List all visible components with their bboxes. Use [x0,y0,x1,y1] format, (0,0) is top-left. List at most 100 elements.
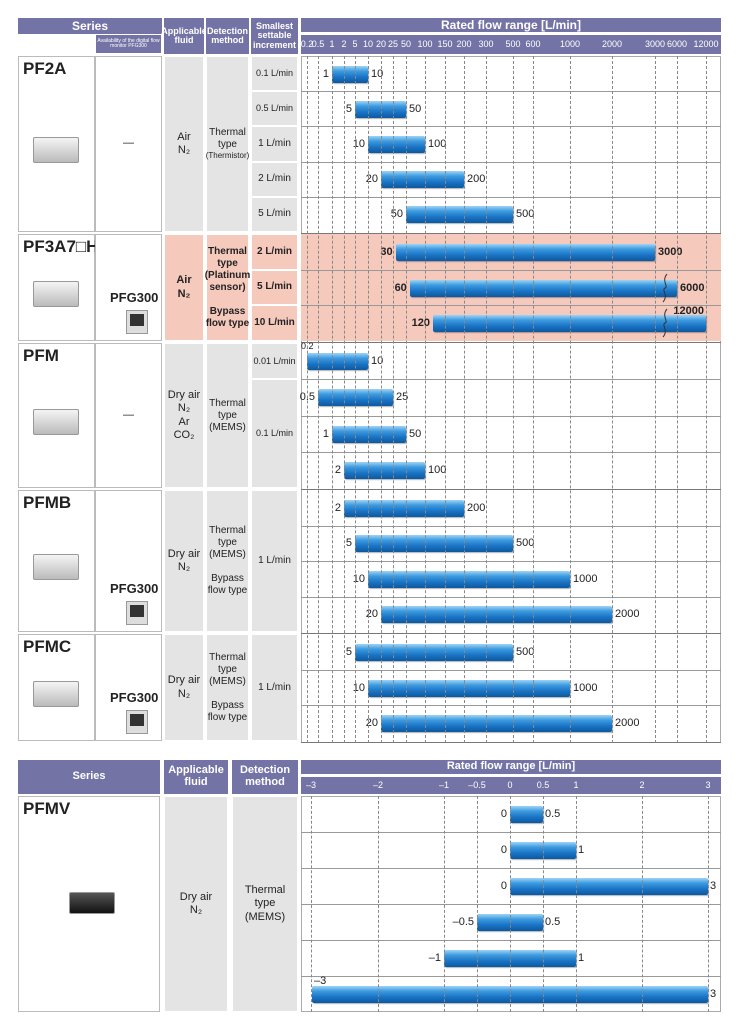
range-max-label: 100 [428,138,447,150]
range-max-label: 100 [428,463,447,476]
range-max-label: 6000 [680,281,705,294]
range-max-label: 500 [516,645,535,658]
axis-tick-label: 20 [375,39,387,49]
axis-tick-label: 150 [437,39,453,49]
header-range-label: Rated flow range [L/min] [440,17,581,32]
bottom-axis-tick-label: –0.5 [468,780,486,790]
range-bar [409,279,677,297]
axis-tick-label: 100 [417,39,433,49]
range-min-label: 120 [411,317,430,330]
row-divider [301,868,721,869]
row-divider [301,940,721,941]
series-divider [301,233,721,234]
pfg300-cell: — [95,343,162,488]
fluid-cell: Dry air N₂ [164,490,204,632]
pfg300-cell: PFG300 [95,634,162,741]
bottom-header-fluid-label: Applicable fluid [168,764,224,788]
axis-tick-label: 2000 [601,39,623,49]
grid-line [332,56,333,743]
header-fluid-label: Applicable fluid [161,25,207,45]
axis-tick-label: 25 [387,39,399,49]
product-image [33,680,79,707]
increment-cell: 1 L/min [251,126,298,162]
grid-line [708,796,709,1012]
bottom-axis-tick-label: 2 [639,780,645,790]
range-min-label: 0 [500,808,507,820]
pfg300-cell: PFG300 [95,234,162,341]
series-name: PFMV [23,799,71,818]
range-bar [332,65,368,83]
header-series: Series [18,18,162,34]
product-image [33,554,79,580]
row-divider [301,832,721,833]
break-mark [662,308,668,338]
grid-line [477,796,478,1012]
fluid-cell: Air N₂ [164,234,204,341]
increment-cell: 0.1 L/min [251,56,298,92]
increment-cell: 10 L/min [251,305,298,341]
bottom-header-range-label: Rated flow range [L/min] [446,760,576,773]
axis-tick-label: 500 [505,39,521,49]
grid-line [510,796,511,1012]
method-cell: Thermal type (Platinum sensor) Bypass fl… [205,234,250,341]
grid-line [576,796,577,1012]
header-fluid: Applicable fluid [161,18,207,54]
method-sublabel: (Thermistor) [205,151,250,161]
pfg300-monitor-image [126,310,148,334]
product-image [33,408,79,435]
axis-tick-label: 1 [329,39,335,49]
bottom-axis-tick-label: –3 [305,780,317,790]
increment-cell: 0.5 L/min [251,91,298,127]
range-max-label: 200 [467,501,486,514]
pfg300-unavailable: — [123,408,134,421]
range-bar [510,806,543,823]
row-divider [301,904,721,905]
grid-line [445,56,446,743]
increment-cell: 2 L/min [251,234,298,270]
grid-line [406,56,407,743]
series-cell-PF3A7□H: PF3A7□H [18,234,98,341]
grid-line [355,56,356,743]
bottom-axis-tick-label: 1 [573,780,579,790]
row-divider [301,379,721,381]
product-image [69,892,115,914]
range-min-label: 5 [345,102,352,115]
method-cell: Thermal type (MEMS) Bypass flow type [206,490,249,632]
fluid-cell: Air N₂ [164,56,204,232]
range-max-label: 1 [578,844,585,856]
range-max-label: 10 [371,355,384,368]
range-max-label: 200 [467,173,486,186]
grid-line [655,56,656,743]
bottom-axis-tick-label: 0 [507,780,513,790]
header-method: Detection method [206,18,249,54]
row-divider [301,596,721,598]
range-bar [395,243,655,261]
range-max-label: 3 [710,880,717,892]
bottom-axis-tick-label: –1 [438,780,450,790]
row-divider [301,451,721,453]
range-bar [368,136,425,153]
bottom-axis-tick-label: –2 [372,780,384,790]
grid-line [570,56,571,743]
series-divider [301,633,721,634]
pfg300-monitor-image [126,710,148,734]
row-divider [301,91,721,93]
range-min-label: –0.5 [452,916,474,928]
header-range-ticks [301,35,721,54]
range-min-label: 60 [394,281,407,294]
series-divider [301,489,721,490]
method-label: Thermal type (MEMS) Bypass flow type [207,525,248,596]
range-min-label: 2 [334,501,341,514]
range-min-label: –3 [314,975,327,987]
range-bar [368,570,570,588]
grid-line [486,56,487,743]
range-bar [355,535,513,553]
range-max-label: 12000 [673,305,704,318]
range-min-label: 30 [380,245,393,258]
axis-break-icon [659,308,671,338]
grid-line [677,56,678,743]
axis-tick-label: 6000 [666,39,688,49]
pfg300-cell: — [95,56,162,232]
row-divider [301,561,721,562]
range-bar [406,206,513,224]
